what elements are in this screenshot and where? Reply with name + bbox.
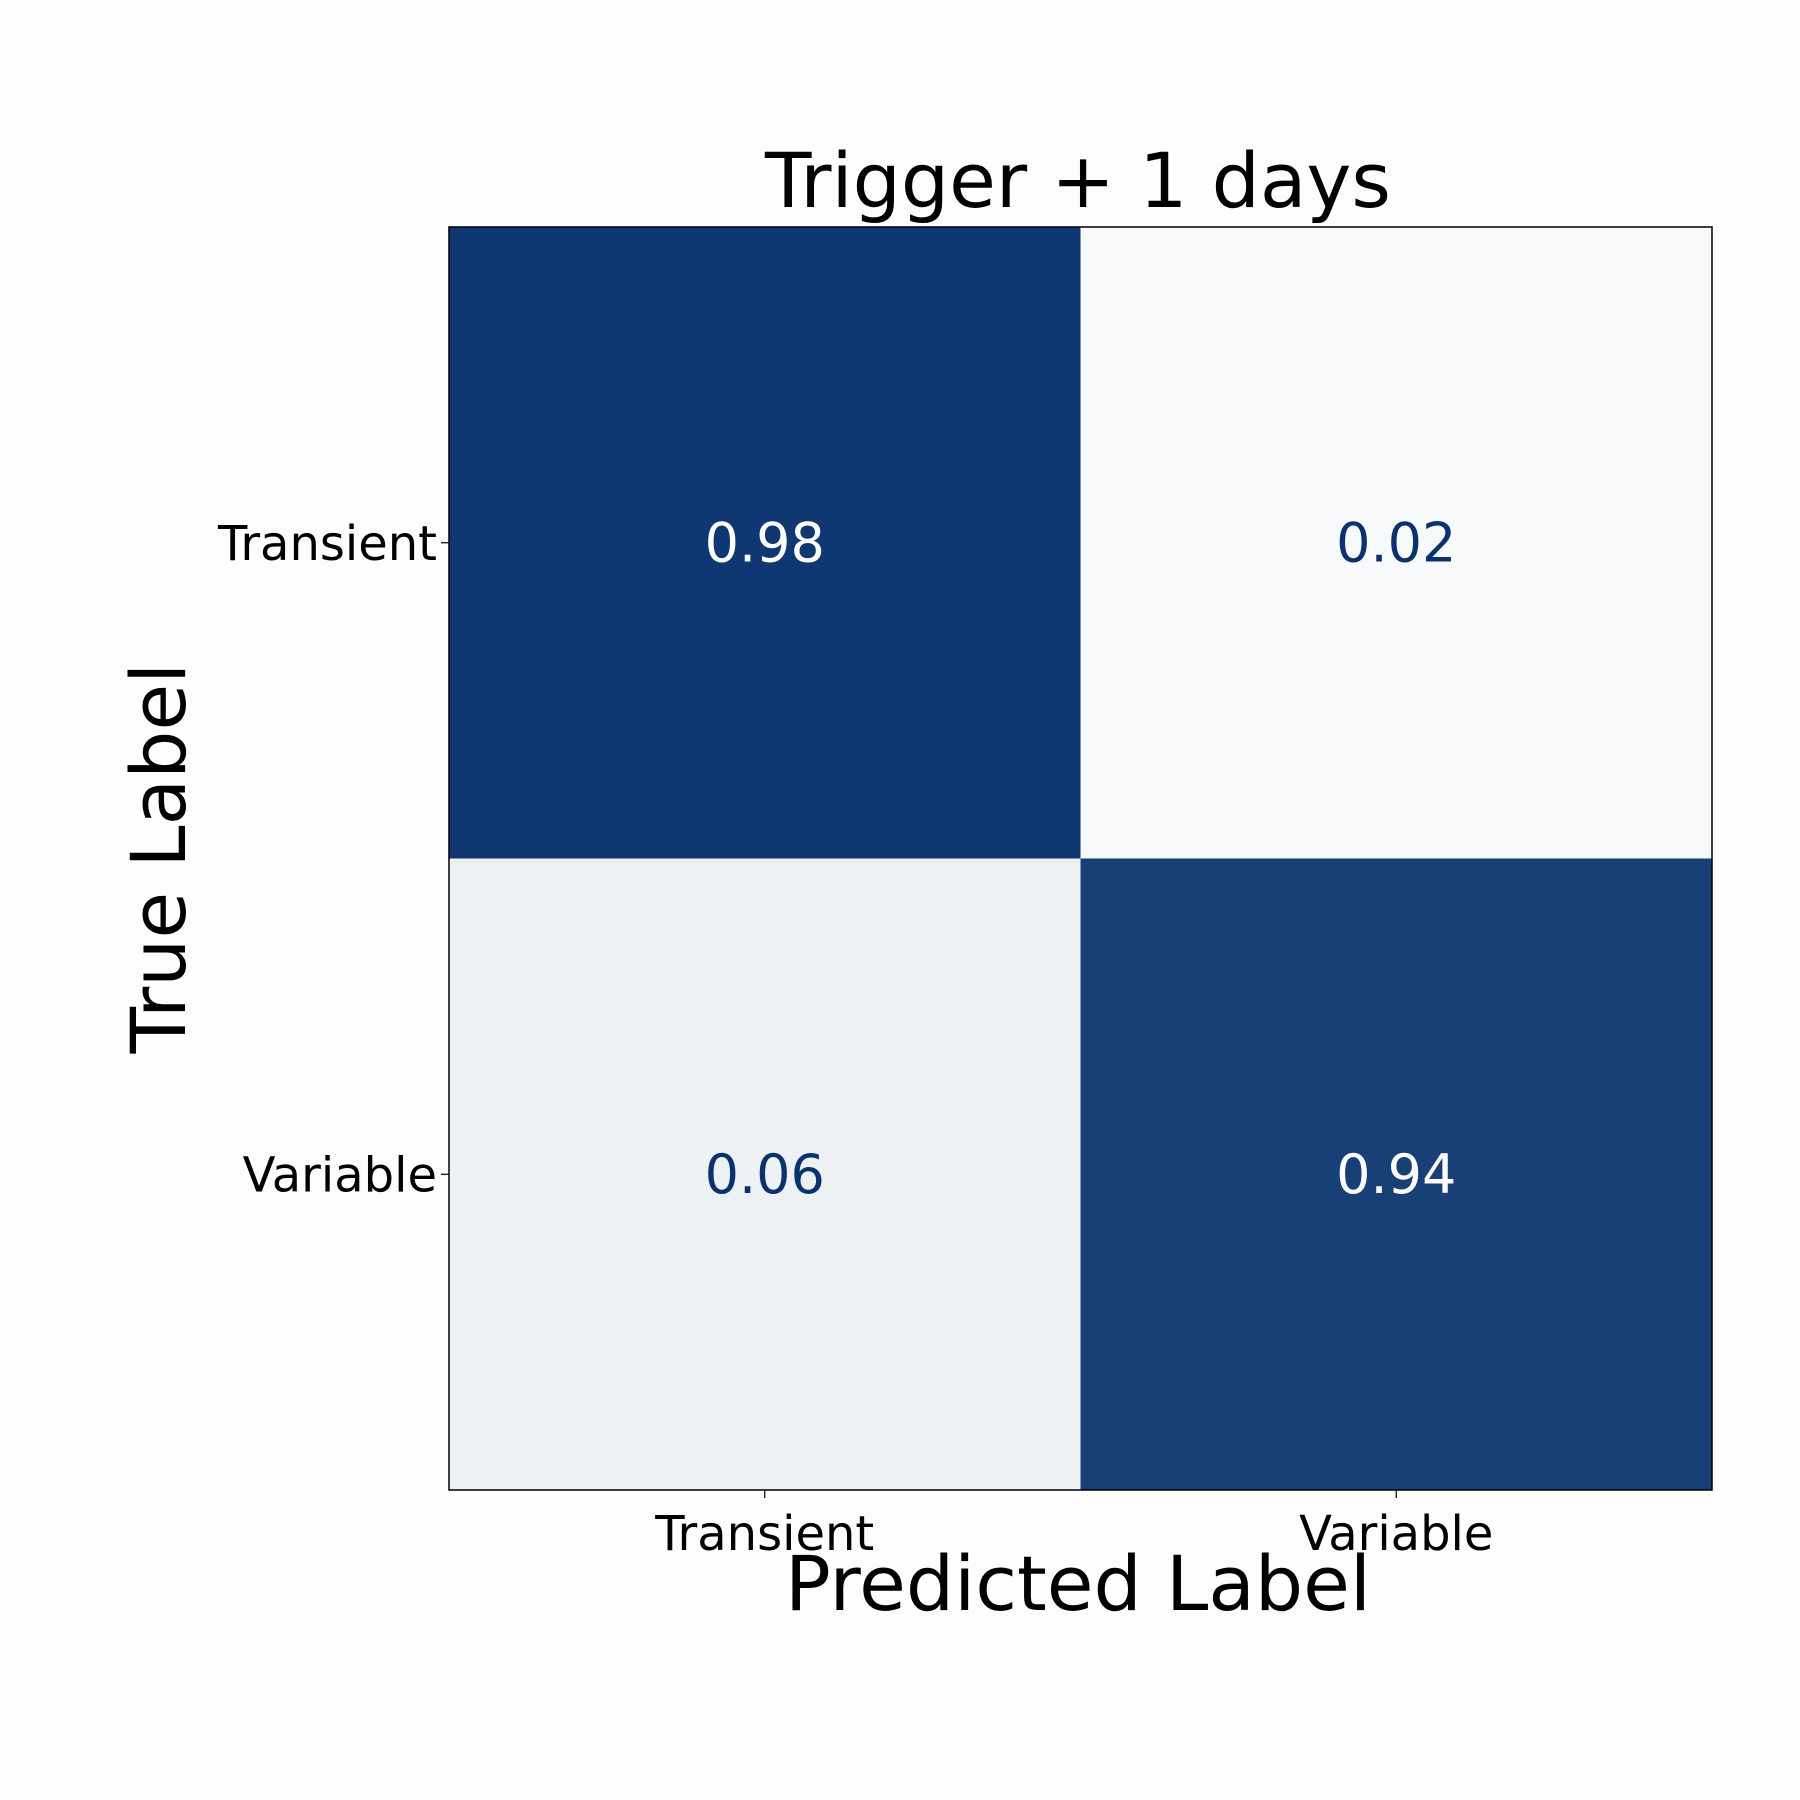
heatmap-cells: [449, 227, 1713, 1491]
x-axis-ticks: Transient Variable: [654, 1490, 1493, 1562]
heatmap-cell-1-1: [1080, 858, 1713, 1491]
x-tick-label-1: Variable: [1299, 1506, 1493, 1562]
cell-value-label-0-1: 0.02: [1336, 511, 1456, 574]
cell-value-label-1-0: 0.06: [705, 1143, 825, 1206]
y-tick-label-0: Transient: [217, 516, 437, 572]
heatmap-cell-0-1: [1080, 227, 1713, 859]
cell-value-label-0-0: 0.98: [705, 511, 825, 574]
x-tick-label-0: Transient: [654, 1506, 874, 1562]
x-axis-label: Predicted Label: [785, 1539, 1371, 1628]
chart-title: Trigger + 1 days: [764, 136, 1391, 225]
plot-frame: [448, 226, 1713, 1491]
cell-value-label-1-1: 0.94: [1336, 1143, 1456, 1206]
y-tick-label-1: Variable: [243, 1147, 437, 1203]
heatmap-cell-0-0: [449, 227, 1081, 859]
y-axis-label: True Label: [114, 663, 203, 1055]
y-axis-ticks: Transient Variable: [217, 516, 449, 1203]
cell-value-labels: 0.98 0.02 0.06 0.94: [705, 511, 1457, 1206]
heatmap-cell-1-0: [449, 858, 1081, 1491]
